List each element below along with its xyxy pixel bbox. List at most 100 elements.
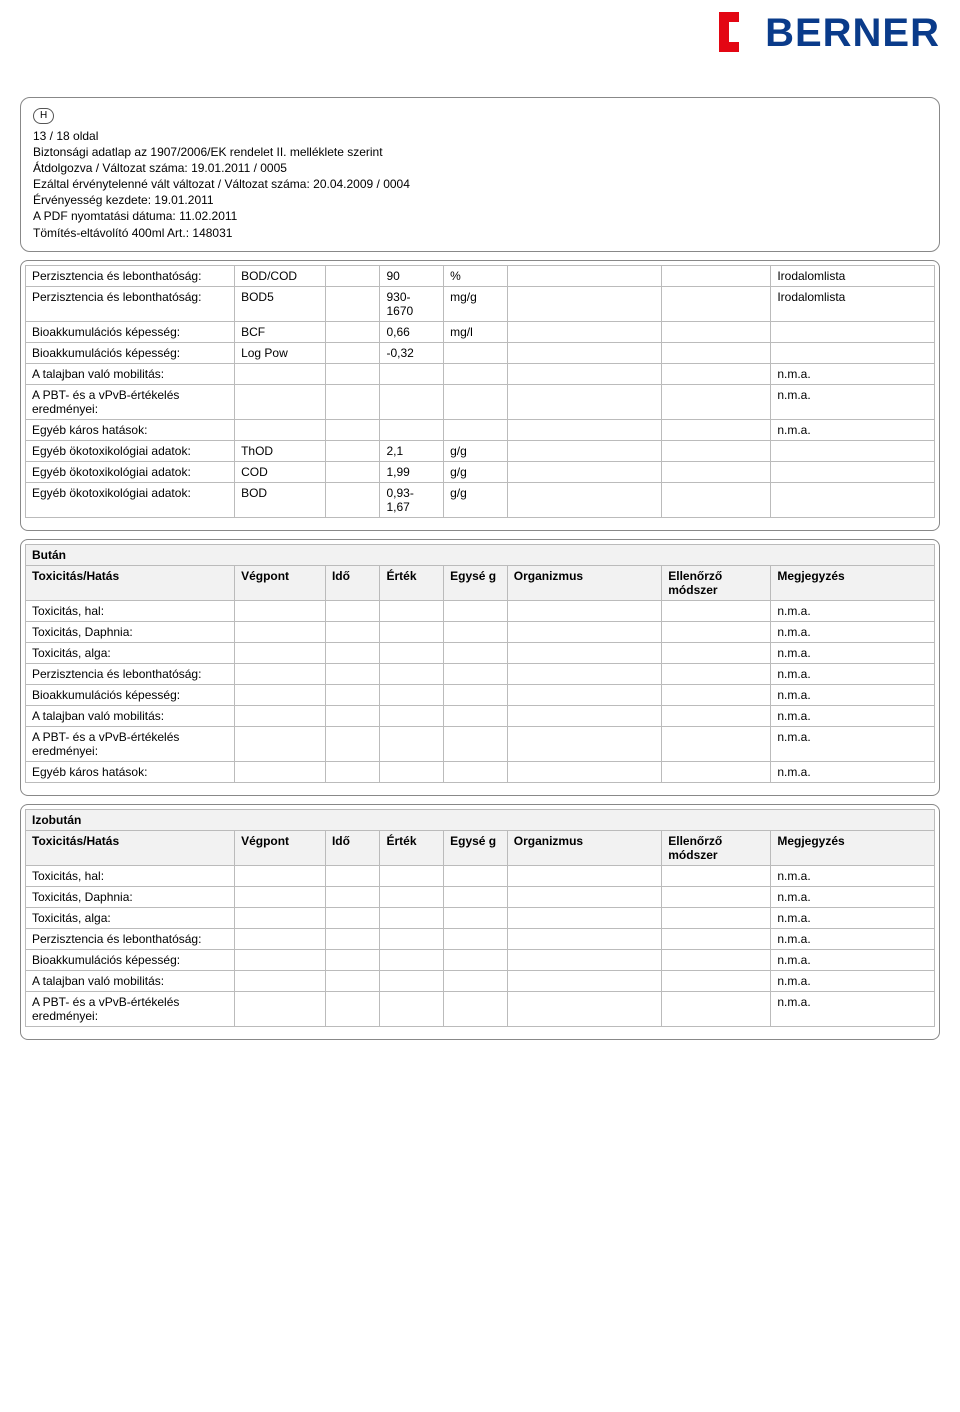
- table-cell: [325, 663, 380, 684]
- table-row: Perzisztencia és lebonthatóság:n.m.a.: [26, 928, 935, 949]
- table-cell: [235, 949, 326, 970]
- table-row: Perzisztencia és lebonthatóság:n.m.a.: [26, 663, 935, 684]
- table-cell: [325, 705, 380, 726]
- table-cell: [380, 663, 444, 684]
- table-row: Toxicitás, alga: n.m.a.: [26, 642, 935, 663]
- page-number: 13 / 18 oldal: [33, 129, 98, 143]
- table-row: Egyéb káros hatások:n.m.a.: [26, 761, 935, 782]
- table-cell: A talajban való mobilitás:: [26, 363, 235, 384]
- table-cell: [662, 342, 771, 363]
- table-cell: [507, 642, 662, 663]
- table-cell: mg/l: [444, 321, 508, 342]
- table-cell: [507, 482, 662, 517]
- table-cell: [507, 705, 662, 726]
- table-cell: [235, 663, 326, 684]
- butan-title: Bután: [26, 544, 935, 565]
- table-cell: [235, 907, 326, 928]
- table-cell: [507, 621, 662, 642]
- table-cell: COD: [235, 461, 326, 482]
- table-cell: [235, 621, 326, 642]
- table-cell: [507, 265, 662, 286]
- header-line-5: A PDF nyomtatási dátuma: 11.02.2011: [33, 209, 237, 223]
- table-cell: [325, 342, 380, 363]
- th-ido-2: Idő: [325, 830, 380, 865]
- table-cell: [444, 949, 508, 970]
- table-cell: [235, 684, 326, 705]
- table-cell: Egyéb ökotoxikológiai adatok:: [26, 482, 235, 517]
- table-cell: Egyéb ökotoxikológiai adatok:: [26, 440, 235, 461]
- table-1: Perzisztencia és lebonthatóság:BOD/COD90…: [25, 265, 935, 518]
- table-cell: [444, 600, 508, 621]
- table-cell: n.m.a.: [771, 621, 935, 642]
- table-cell: 0,66: [380, 321, 444, 342]
- table-cell: 1,99: [380, 461, 444, 482]
- table-cell: [507, 600, 662, 621]
- table-cell: Toxicitás, alga:: [26, 907, 235, 928]
- header-line-6: Tömítés-eltávolító 400ml Art.: 148031: [33, 226, 232, 240]
- table-cell: [444, 865, 508, 886]
- table-cell: [507, 907, 662, 928]
- table-cell: [444, 761, 508, 782]
- table-cell: [507, 949, 662, 970]
- table-cell: [444, 970, 508, 991]
- table-cell: [380, 970, 444, 991]
- table-cell: [507, 663, 662, 684]
- table-row: Perzisztencia és lebonthatóság:BOD/COD90…: [26, 265, 935, 286]
- table-cell: [444, 642, 508, 663]
- table-cell: Toxicitás, Daphnia:: [26, 886, 235, 907]
- table-row: Bioakkumulációs képesség:n.m.a.: [26, 949, 935, 970]
- table-cell: [444, 663, 508, 684]
- table-cell: [507, 886, 662, 907]
- table-cell: [771, 342, 935, 363]
- table-cell: n.m.a.: [771, 886, 935, 907]
- table-cell: [507, 865, 662, 886]
- table-cell: Egyéb káros hatások:: [26, 761, 235, 782]
- table-cell: Egyéb ökotoxikológiai adatok:: [26, 461, 235, 482]
- table-cell: n.m.a.: [771, 907, 935, 928]
- table-cell: [507, 342, 662, 363]
- table-cell: Egyéb káros hatások:: [26, 419, 235, 440]
- table-cell: [380, 726, 444, 761]
- table-cell: [235, 384, 326, 419]
- table-cell: [444, 384, 508, 419]
- th-toxhat-2: Toxicitás/Hatás: [26, 830, 235, 865]
- table-cell: [771, 482, 935, 517]
- table-cell: [662, 286, 771, 321]
- th-megjegyzes-2: Megjegyzés: [771, 830, 935, 865]
- table-row: A talajban való mobilitás:n.m.a.: [26, 970, 935, 991]
- table-row: Toxicitás, hal:n.m.a.: [26, 600, 935, 621]
- table-cell: [662, 621, 771, 642]
- table-cell: [507, 991, 662, 1026]
- table-cell: [325, 761, 380, 782]
- table-cell: 2,1: [380, 440, 444, 461]
- table-cell: [507, 726, 662, 761]
- table-cell: [325, 363, 380, 384]
- header-line-3: Ezáltal érvénytelenné vált változat / Vá…: [33, 177, 410, 191]
- table-cell: [235, 363, 326, 384]
- table-cell: [662, 726, 771, 761]
- table-cell: Perzisztencia és lebonthatóság:: [26, 286, 235, 321]
- table-cell: BOD/COD: [235, 265, 326, 286]
- table-cell: [662, 684, 771, 705]
- th-ido: Idő: [325, 565, 380, 600]
- table-cell: [507, 684, 662, 705]
- th-megjegyzes: Megjegyzés: [771, 565, 935, 600]
- table-cell: [444, 991, 508, 1026]
- table-cell: Toxicitás, alga:: [26, 642, 235, 663]
- table-cell: [380, 907, 444, 928]
- table-cell: [380, 363, 444, 384]
- table-cell: n.m.a.: [771, 642, 935, 663]
- table-cell: g/g: [444, 482, 508, 517]
- table-cell: n.m.a.: [771, 991, 935, 1026]
- table-cell: [662, 265, 771, 286]
- table-cell: [662, 663, 771, 684]
- table-cell: [771, 321, 935, 342]
- table-cell: [662, 907, 771, 928]
- table-cell: [235, 705, 326, 726]
- header-line-4: Érvényesség kezdete: 19.01.2011: [33, 193, 214, 207]
- table-cell: [325, 886, 380, 907]
- table-cell: [380, 419, 444, 440]
- table-cell: [444, 705, 508, 726]
- table-cell: [662, 363, 771, 384]
- table-cell: [380, 949, 444, 970]
